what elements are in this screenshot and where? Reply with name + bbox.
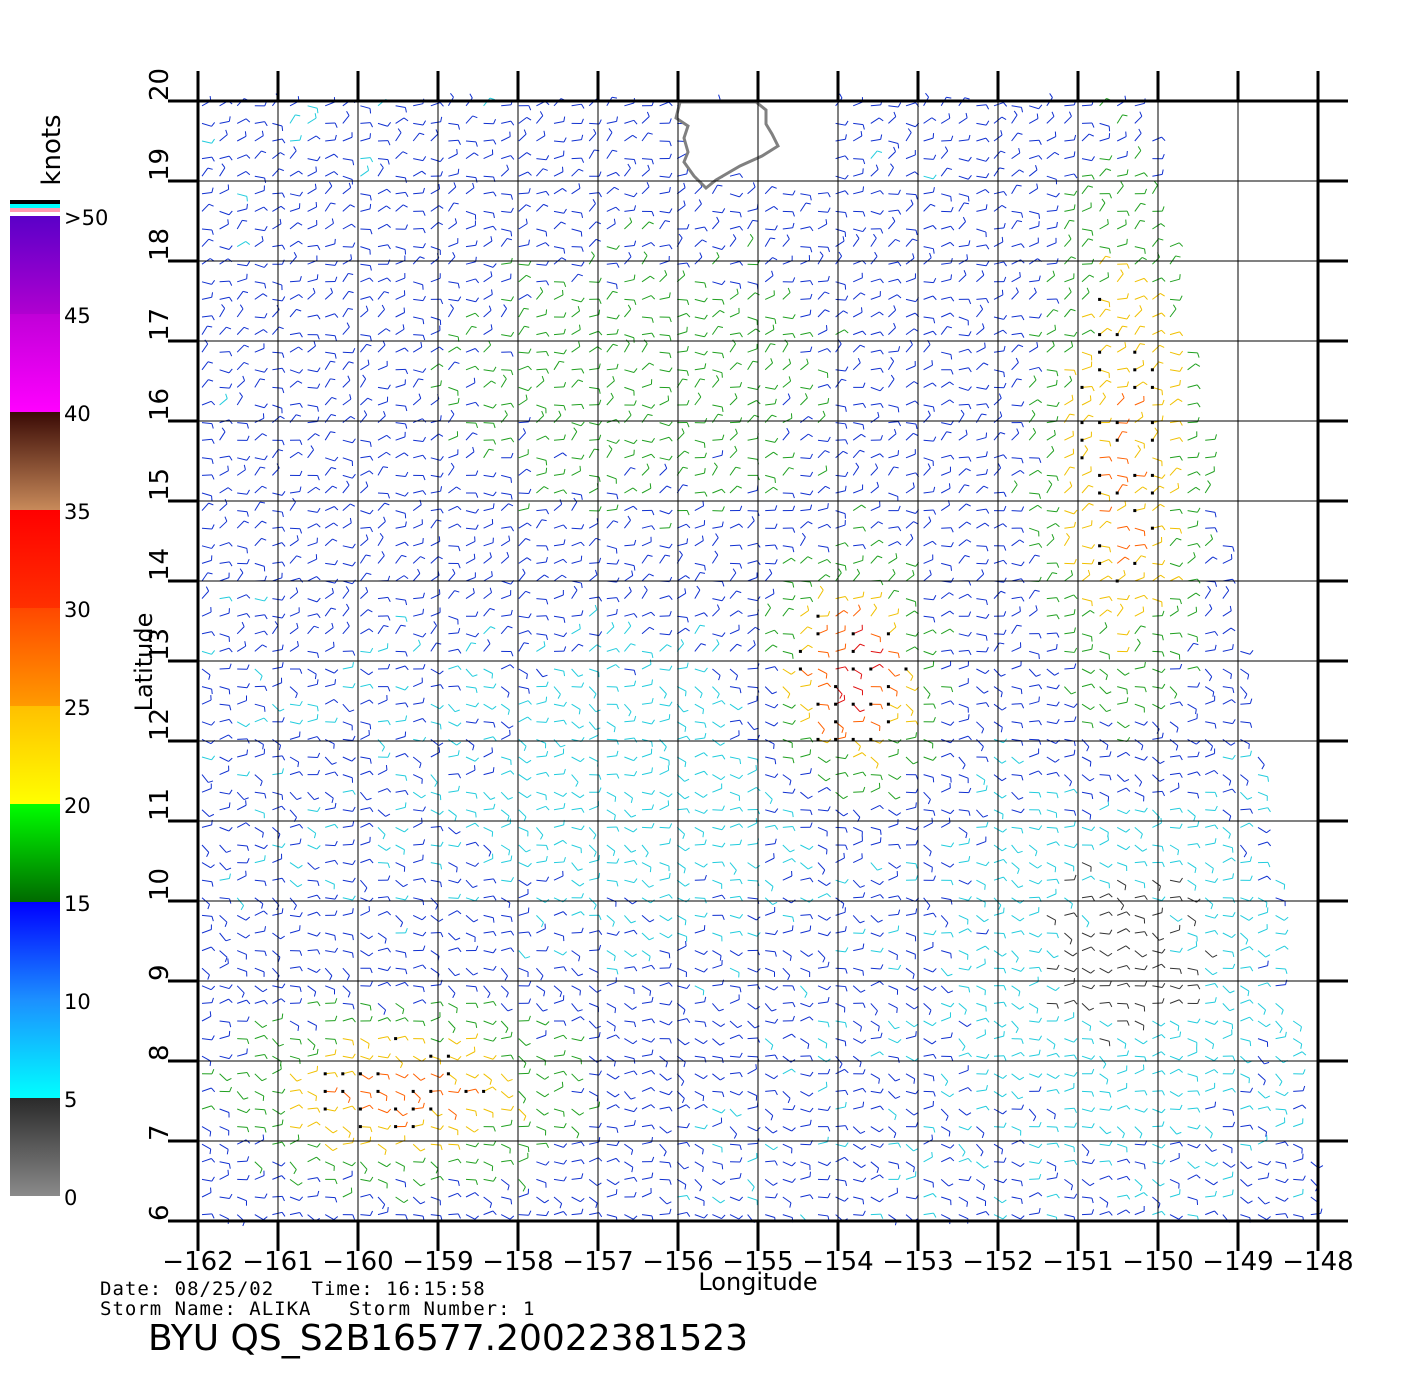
x-axis-label: Longitude xyxy=(698,1268,817,1296)
colorbar-tick-label: >50 xyxy=(64,206,108,230)
longitude-tick-label: −159 xyxy=(402,1247,473,1277)
latitude-tick-label: 8 xyxy=(145,1044,175,1061)
longitude-tick-label: −148 xyxy=(1282,1247,1353,1277)
longitude-tick-label: −161 xyxy=(242,1247,313,1277)
colorbar-bin xyxy=(10,608,60,706)
colorbar-bin xyxy=(10,706,60,804)
longitude-tick-label: −158 xyxy=(482,1247,553,1277)
storm-info-line: Storm Name: ALIKA Storm Number: 1 xyxy=(100,1298,535,1320)
latitude-tick-label: 9 xyxy=(145,964,175,981)
storm-number-label: Storm Number: xyxy=(348,1298,511,1320)
latitude-tick-label: 16 xyxy=(145,388,175,421)
storm-name-label: Storm Name: xyxy=(100,1298,237,1320)
colorbar-top-stripe xyxy=(10,200,60,204)
colorbar-tick-label: 40 xyxy=(64,402,91,426)
y-axis-label: Latitude xyxy=(130,613,158,712)
colorbar-bin xyxy=(10,510,60,608)
colorbar-bin xyxy=(10,314,60,412)
longitude-tick-label: −152 xyxy=(962,1247,1033,1277)
longitude-tick-label: −153 xyxy=(882,1247,953,1277)
colorbar-tick-label: 45 xyxy=(64,304,91,328)
latitude-tick-label: 18 xyxy=(145,228,175,261)
colorbar-tick-label: 35 xyxy=(64,500,91,524)
storm-name-value: ALIKA xyxy=(249,1298,312,1320)
latitude-tick-label: 6 xyxy=(145,1204,175,1221)
colorbar-bin xyxy=(10,902,60,1000)
colorbar-tick-label: 25 xyxy=(64,696,91,720)
date-time-line: Date: 08/25/02 Time: 16:15:58 xyxy=(100,1278,486,1300)
longitude-tick-label: −151 xyxy=(1042,1247,1113,1277)
longitude-tick-label: −150 xyxy=(1122,1247,1193,1277)
latitude-tick-label: 10 xyxy=(145,868,175,901)
colorbar-unit-label: knots xyxy=(37,114,67,185)
latitude-tick-label: 19 xyxy=(145,148,175,181)
colorbar-tick-label: 15 xyxy=(64,892,91,916)
colorbar-bin xyxy=(10,412,60,510)
longitude-tick-label: −156 xyxy=(642,1247,713,1277)
time-value: 16:15:58 xyxy=(386,1278,486,1300)
wind-speed-colorbar: 0 5 10 15 20 25 30 35 40 45 >50 xyxy=(10,200,108,1210)
latitude-tick-label: 20 xyxy=(145,68,175,101)
time-label: Time: xyxy=(311,1278,374,1300)
lat-lon-grid xyxy=(168,71,1348,1251)
wind-barb-field xyxy=(201,92,1324,1227)
colorbar-bin xyxy=(10,216,60,314)
colorbar-bin xyxy=(10,1098,60,1196)
date-value: 08/25/02 xyxy=(174,1278,275,1300)
colorbar-top-stripe xyxy=(10,208,60,212)
latitude-tick-label: 13 xyxy=(145,628,175,661)
big-island-coastline xyxy=(674,100,780,191)
latitude-tick-label: 12 xyxy=(145,708,175,741)
colorbar-tick-label: 20 xyxy=(64,794,91,818)
longitude-tick-labels: −162 −161 −160 −159 −158 −157 −156 −155 −154 −153… xyxy=(162,1247,1353,1277)
latitude-tick-label: 15 xyxy=(145,468,175,501)
colorbar-top-stripe xyxy=(10,204,60,208)
longitude-tick-label: −154 xyxy=(802,1247,873,1277)
product-id-title: BYU QS_S2B16577.20022381523 xyxy=(148,1318,749,1359)
colorbar-bin xyxy=(10,1000,60,1098)
colorbar-tick-label: 30 xyxy=(64,598,91,622)
colorbar-tick-label: 5 xyxy=(64,1088,77,1112)
latitude-tick-label: 11 xyxy=(145,788,175,821)
longitude-tick-label: −157 xyxy=(562,1247,633,1277)
colorbar-tick-label: 10 xyxy=(64,990,91,1014)
latitude-tick-label: 14 xyxy=(145,548,175,581)
colorbar-bin xyxy=(10,804,60,902)
latitude-tick-labels: 6 7 8 9 10 11 12 13 14 15 16 17 18 19 20 xyxy=(145,68,175,1221)
date-label: Date: xyxy=(100,1278,163,1300)
longitude-tick-label: −162 xyxy=(162,1247,233,1277)
storm-number-value: 1 xyxy=(523,1298,536,1320)
colorbar-tick-label: 0 xyxy=(64,1186,77,1210)
latitude-tick-label: 7 xyxy=(145,1124,175,1141)
longitude-tick-label: −149 xyxy=(1202,1247,1273,1277)
longitude-tick-label: −155 xyxy=(722,1247,793,1277)
longitude-tick-label: −160 xyxy=(322,1247,393,1277)
latitude-tick-label: 17 xyxy=(145,308,175,341)
